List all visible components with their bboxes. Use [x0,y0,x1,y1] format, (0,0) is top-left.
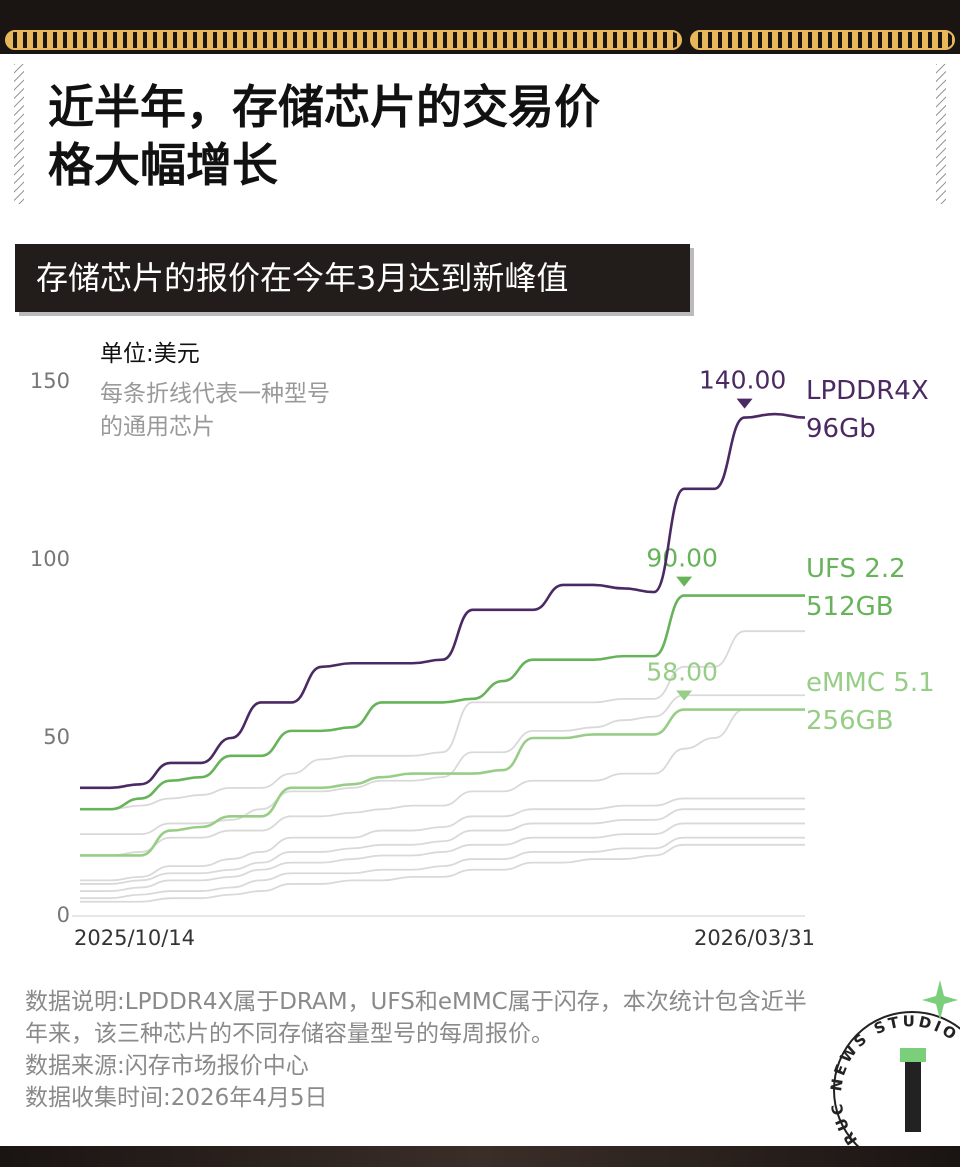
x-tick-label: 2026/03/31 [694,926,815,950]
series-line [79,822,805,892]
series-line [79,708,805,857]
value-marker [736,398,753,409]
annotation: 每条折线代表一种型号的通用芯片 [100,381,330,440]
series-line [79,630,805,811]
decor-strip [5,30,682,50]
note: 数据收集时间:2026年4月5日 [25,1085,328,1111]
logo-spark [922,980,958,1020]
logo-lamp [900,1048,926,1062]
decor-hatch [14,64,24,204]
series-label: eMMC 5.1 256GB [806,667,935,736]
logo-tower [905,1060,921,1132]
note: 数据说明:LPDDR4X属于DRAM，UFS和eMMC属于闪存，本次统计包含近半… [25,989,807,1047]
series-line [79,694,805,836]
series-label: LPDDR4X 96Gb [806,375,929,444]
value-marker [676,690,693,701]
series-line [80,808,805,885]
value-marker [676,576,693,587]
logo: RUC NEWS STUDIO [827,1012,960,1148]
series-label: UFS 2.2 512GB [806,553,906,622]
unit-label: 单位:美元 [100,341,200,367]
series-line [80,843,805,903]
title: 近半年，存储芯片的交易价格大幅增长 [48,80,600,192]
series-line [79,708,805,857]
y-tick-label: 150 [30,369,70,393]
logo-text-path: RUC NEWS STUDIO [827,1012,959,1148]
y-tick-label: 0 [57,903,70,927]
note: 数据来源:闪存市场报价中心 [25,1053,309,1079]
series-line [80,412,806,790]
series-line [79,594,805,811]
notes: 数据说明:LPDDR4X属于DRAM，UFS和eMMC属于闪存，本次统计包含近半… [25,986,825,1114]
value-label: 90.00 [646,544,718,573]
x-tick-label: 2025/10/14 [74,926,195,950]
subtitle-box [15,244,690,312]
value-label: 58.00 [646,658,718,687]
y-tick-label: 50 [43,725,70,749]
decor-strip [690,30,955,50]
bottom-band [0,1146,960,1167]
subtitle: 存储芯片的报价在今年3月达到新峰值 [36,259,569,297]
value-label: 140.00 [699,366,786,395]
series-line [80,836,805,900]
logo-ring [833,1011,960,1167]
decor-hatch [936,64,946,204]
series-line [79,797,805,882]
y-tick-label: 100 [30,547,70,571]
logo-text: RUC NEWS STUDIO [827,1012,960,1148]
